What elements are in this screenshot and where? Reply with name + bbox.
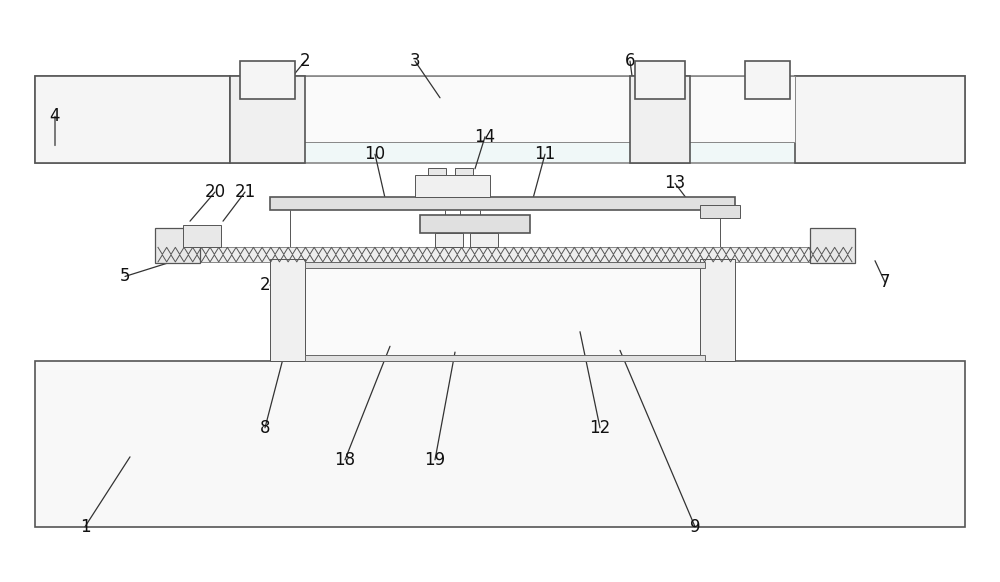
- Bar: [35, 122, 965, 142]
- Bar: [470, 233, 498, 247]
- Bar: [270, 259, 305, 361]
- Text: 3: 3: [410, 52, 420, 70]
- Text: 5: 5: [120, 268, 130, 285]
- Text: 6: 6: [625, 52, 635, 70]
- Bar: [745, 61, 790, 99]
- Text: 12: 12: [589, 419, 611, 436]
- Bar: [155, 228, 200, 263]
- Text: 10: 10: [364, 146, 386, 163]
- Bar: [428, 168, 446, 175]
- Bar: [810, 228, 855, 263]
- Bar: [230, 76, 305, 163]
- Bar: [35, 98, 965, 122]
- Text: 21: 21: [234, 183, 256, 201]
- Bar: [305, 262, 705, 361]
- Bar: [415, 175, 490, 197]
- Bar: [795, 76, 965, 163]
- Bar: [455, 168, 473, 175]
- Bar: [240, 61, 295, 99]
- Bar: [305, 355, 705, 361]
- Bar: [635, 61, 685, 99]
- Text: 8: 8: [260, 419, 270, 436]
- Text: 1: 1: [80, 518, 90, 535]
- Bar: [630, 76, 690, 163]
- Bar: [35, 76, 965, 163]
- Text: 23: 23: [259, 276, 281, 294]
- Text: 18: 18: [334, 451, 356, 469]
- Text: 11: 11: [534, 146, 556, 163]
- Bar: [435, 233, 463, 247]
- Text: 4: 4: [50, 108, 60, 125]
- Bar: [230, 76, 795, 142]
- Bar: [155, 247, 855, 262]
- Text: 9: 9: [690, 518, 700, 535]
- Bar: [305, 262, 705, 268]
- Text: 20: 20: [204, 183, 226, 201]
- Bar: [700, 259, 735, 361]
- Text: 7: 7: [880, 274, 890, 291]
- Bar: [700, 205, 740, 218]
- Text: 14: 14: [474, 128, 496, 146]
- Bar: [420, 215, 530, 233]
- Bar: [35, 76, 230, 163]
- Text: 19: 19: [424, 451, 446, 469]
- Bar: [35, 76, 965, 98]
- Bar: [183, 225, 221, 247]
- Bar: [270, 197, 735, 210]
- Text: 2: 2: [300, 52, 310, 70]
- Text: 13: 13: [664, 175, 686, 192]
- Bar: [35, 361, 965, 527]
